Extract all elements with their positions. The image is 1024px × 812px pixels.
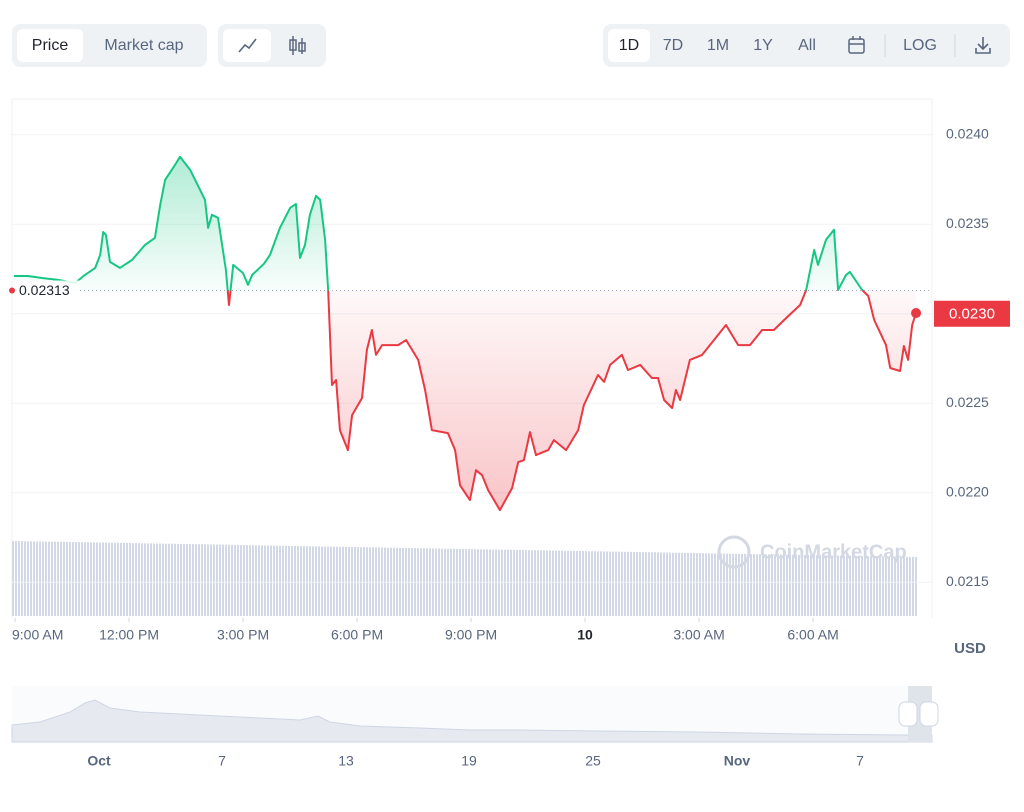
- watermark: CoinMarketCap: [760, 541, 907, 563]
- range-button[interactable]: 7D: [663, 37, 683, 54]
- download-icon[interactable]: [975, 37, 991, 54]
- navigator-label: 19: [461, 753, 477, 769]
- x-tick-label: 3:00 PM: [217, 627, 269, 643]
- x-tick-label: 6:00 PM: [331, 627, 383, 643]
- navigator-handle[interactable]: [898, 701, 918, 727]
- navigator-label: Nov: [724, 753, 751, 769]
- watermark-logo: [717, 535, 751, 569]
- y-tick-label: 0.0240: [946, 125, 989, 141]
- navigator-handle[interactable]: [919, 701, 939, 727]
- baseline-label-bg: [14, 280, 80, 301]
- navigator-label: 25: [585, 753, 601, 769]
- last-price-tag: [934, 300, 1010, 327]
- navigator-label: 7: [218, 753, 226, 769]
- range-button[interactable]: 1D: [619, 37, 639, 54]
- navigator-label: 13: [338, 753, 354, 769]
- calendar-icon[interactable]: [848, 36, 865, 54]
- x-tick-label: 10: [577, 627, 593, 643]
- range-button[interactable]: 1Y: [753, 37, 773, 54]
- tab[interactable]: Price: [32, 37, 69, 54]
- volume-band: [12, 541, 918, 616]
- unit-label: USD: [954, 640, 986, 657]
- line-icon: [238, 38, 257, 53]
- range-active[interactable]: [608, 29, 650, 62]
- range-button[interactable]: All: [798, 37, 816, 54]
- x-tick-label: 12:00 PM: [99, 627, 159, 643]
- y-tick-label: 0.0215: [946, 573, 989, 589]
- x-tick-label: 9:00 PM: [445, 627, 497, 643]
- y-tick-label: 0.0225: [946, 394, 989, 410]
- log-button[interactable]: LOG: [903, 37, 937, 54]
- x-tick-label: 3:00 AM: [673, 627, 724, 643]
- price-line: [13, 155, 917, 512]
- last-point: [911, 308, 922, 319]
- tab-active[interactable]: [17, 29, 83, 62]
- range-group: [603, 24, 1010, 67]
- range-button[interactable]: 1M: [707, 37, 729, 54]
- tab[interactable]: Market cap: [104, 37, 183, 54]
- last-price-label: 0.0230: [949, 306, 995, 323]
- y-tick-label: 0.0220: [946, 483, 989, 499]
- baseline-dot: [9, 287, 15, 294]
- navigator-area: [11, 699, 933, 743]
- navigator-label: Oct: [87, 753, 111, 769]
- x-tick-label: 9:00 AM: [12, 627, 63, 643]
- x-tick-label: 6:00 AM: [787, 627, 838, 643]
- candle-icon[interactable]: [289, 36, 306, 55]
- baseline-label: 0.02313: [19, 282, 70, 298]
- price-area: [13, 156, 916, 511]
- y-tick-label: 0.0235: [946, 215, 989, 231]
- navigator-label: 7: [856, 753, 864, 769]
